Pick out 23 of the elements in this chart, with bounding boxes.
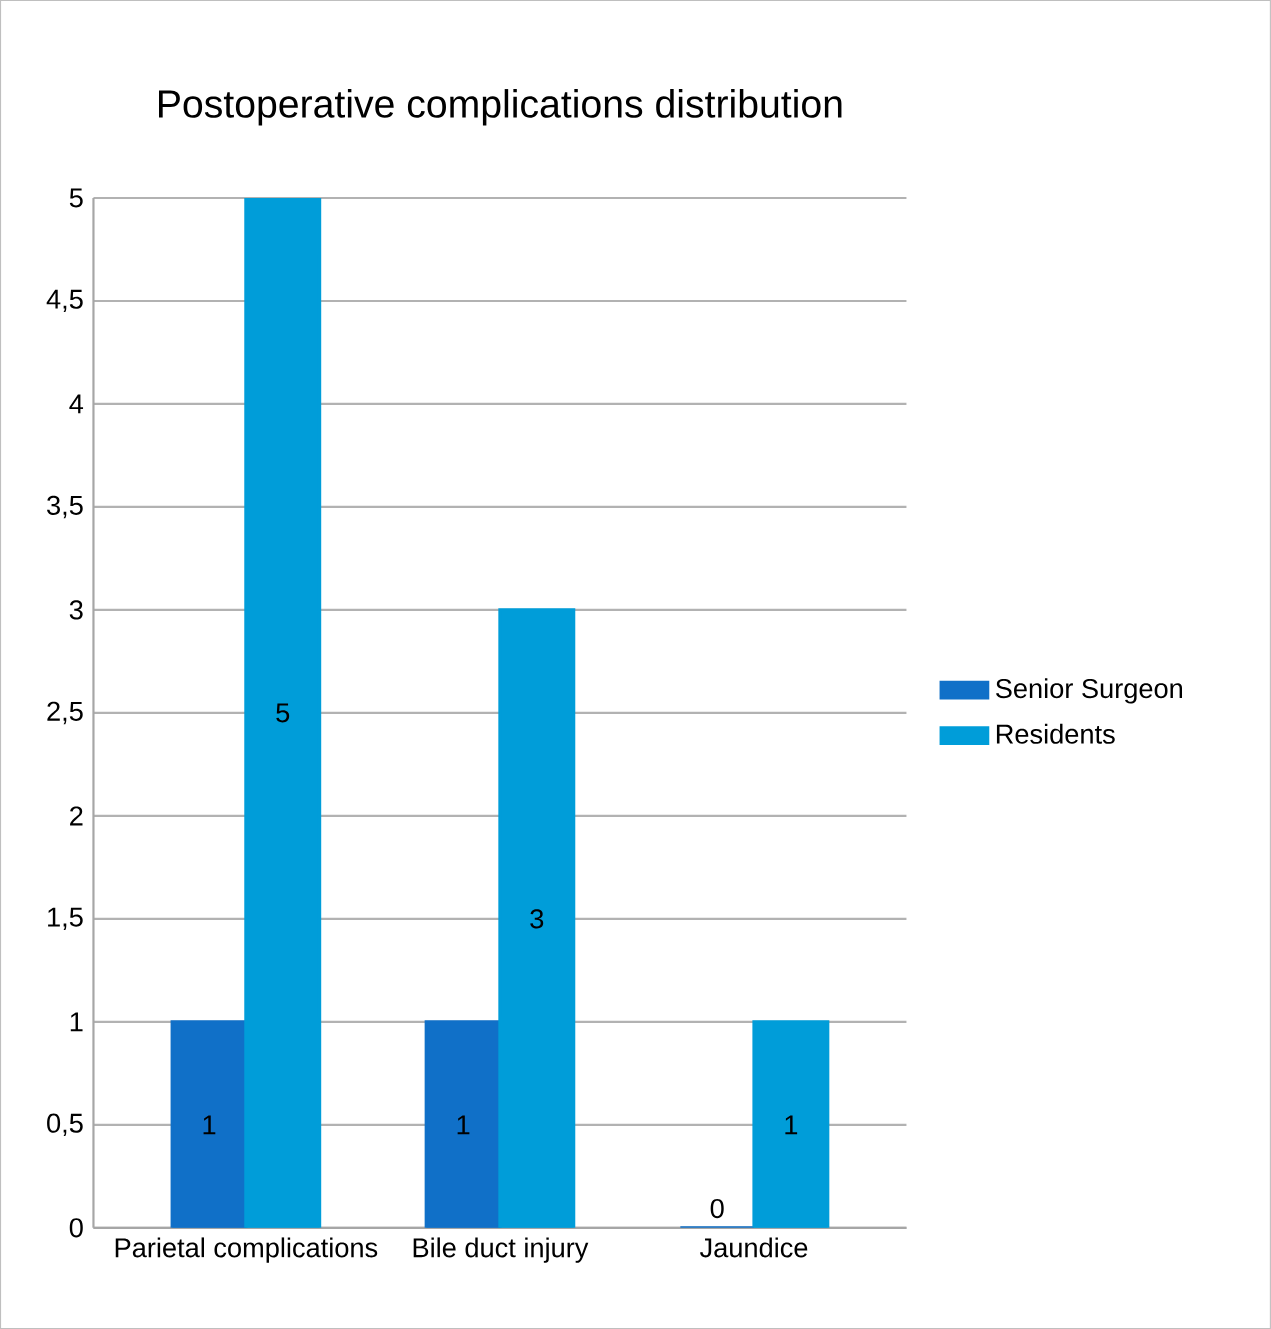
data-label: 3 <box>530 909 544 929</box>
data-label: 1 <box>203 1115 216 1135</box>
y-tick-label: 2,5 <box>47 701 83 725</box>
y-tick-label: 3,5 <box>47 495 83 519</box>
chart-title: Postoperative complications distribution <box>159 89 842 126</box>
data-label: 5 <box>276 703 290 723</box>
y-tick-label: 1,5 <box>48 907 83 930</box>
x-tick-label: Parietal complications <box>115 1237 378 1263</box>
legend-label: Senior Surgeon <box>996 678 1183 704</box>
y-tick-label: 0,5 <box>47 1113 83 1137</box>
y-tick-label: 2 <box>70 806 83 826</box>
legend-label: Residents <box>996 723 1115 744</box>
y-tick-label: 4,5 <box>46 289 83 313</box>
x-tick-label: Bile duct injury <box>413 1237 589 1263</box>
y-tick-label: 5 <box>69 188 83 208</box>
data-label: 1 <box>457 1115 470 1135</box>
data-label: 0 <box>710 1198 724 1219</box>
y-tick-label: 4 <box>69 394 84 414</box>
y-tick-label: 0 <box>69 1218 83 1238</box>
data-label: 1 <box>785 1115 798 1135</box>
y-tick-label: 3 <box>69 600 83 620</box>
y-tick-label: 1 <box>70 1012 83 1032</box>
x-tick-label: Jaundice <box>700 1237 808 1258</box>
